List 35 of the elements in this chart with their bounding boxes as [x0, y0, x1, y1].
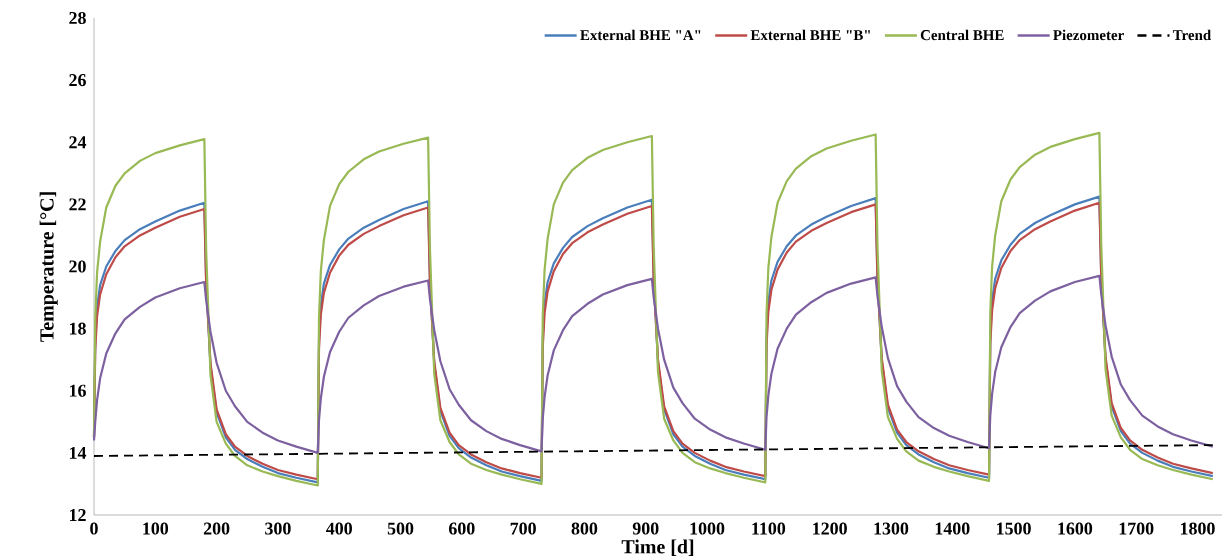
legend-label: Trend: [1172, 29, 1212, 41]
legend-label: Piezometer: [1053, 29, 1124, 41]
legend-label: External BHE "A": [580, 29, 701, 41]
y-tick-label: 16: [69, 384, 86, 397]
y-tick-label: 28: [69, 11, 86, 25]
y-tick-label: 20: [69, 260, 86, 273]
y-tick-label: 26: [69, 74, 86, 87]
x-tick-label: 600: [448, 522, 475, 535]
legend-label: Central BHE: [920, 29, 1004, 41]
y-tick-label: 12: [69, 509, 86, 521]
x-tick-label: 400: [326, 522, 352, 535]
x-tick-label: 0: [90, 522, 98, 535]
x-tick-label: 1000: [690, 522, 725, 535]
y-tick-label: 14: [69, 446, 87, 459]
x-tick-label: 1400: [935, 522, 970, 535]
x-tick-label: 900: [632, 522, 659, 535]
x-tick-label: 1500: [997, 522, 1031, 535]
legend-label: External BHE "B": [750, 29, 870, 41]
x-tick-label: 1600: [1058, 522, 1093, 535]
x-tick-label: 1700: [1119, 522, 1154, 535]
x-tick-label: 300: [265, 522, 291, 535]
x-tick-label: 1800: [1180, 522, 1215, 535]
y-axis-title: Temperature [°C]: [39, 192, 58, 342]
x-axis-title: Time [d]: [621, 539, 694, 556]
x-tick-label: 1100: [752, 522, 786, 535]
x-tick-label: 1200: [813, 522, 847, 535]
x-tick-label: 100: [143, 522, 169, 535]
y-tick-label: 18: [69, 322, 86, 335]
x-tick-label: 1300: [874, 522, 909, 535]
x-tick-label: 700: [510, 522, 536, 535]
x-tick-label: 200: [203, 522, 230, 535]
x-tick-label: 500: [387, 522, 414, 535]
y-tick-label: 22: [69, 198, 86, 211]
x-tick-label: 800: [571, 522, 598, 535]
y-tick-label: 24: [69, 136, 87, 149]
